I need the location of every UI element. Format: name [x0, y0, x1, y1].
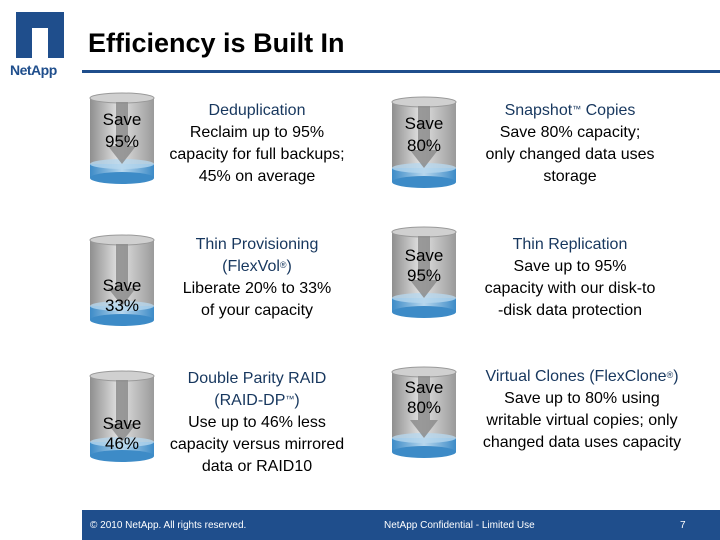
save-percent: 80%: [406, 398, 442, 417]
storage-cylinder-flexclone: Save 80%: [390, 366, 458, 462]
title-rule: [82, 70, 720, 73]
confidential-text: NetApp Confidential - Limited Use: [384, 520, 535, 531]
feature-heading-sub: (RAID-DP™): [150, 390, 364, 412]
feature-line: writable virtual copies; only: [486, 412, 678, 429]
trademark-mark: ™: [285, 394, 295, 404]
save-label: Save: [102, 110, 142, 129]
feature-line: Save up to 95%: [513, 258, 627, 275]
feature-line: capacity versus mirrored: [169, 436, 345, 453]
storage-cylinder-icon: [391, 96, 457, 188]
save-percent: 95%: [104, 132, 140, 151]
storage-cylinder-thin-provisioning: Save 33%: [88, 234, 156, 330]
copyright-text: © 2010 NetApp. All rights reserved.: [90, 520, 247, 531]
save-percent: 95%: [406, 266, 442, 285]
feature-raid-dp: Double Parity RAID (RAID-DP™) Use up to …: [150, 368, 364, 478]
netapp-n-logo-icon: [16, 12, 64, 58]
feature-line: only changed data uses: [485, 146, 655, 163]
feature-line: capacity with our disk-to: [484, 280, 656, 297]
save-label: Save: [404, 114, 444, 133]
footer-band: [82, 510, 720, 540]
save-label: Save: [102, 276, 142, 295]
feature-line: Reclaim up to 95%: [189, 124, 325, 141]
heading-text: Snapshot: [504, 102, 573, 119]
save-percent: 33%: [104, 296, 140, 315]
feature-line: 45% on average: [198, 168, 316, 185]
heading-text: Virtual Clones (FlexClone: [485, 368, 667, 385]
storage-cylinder-icon: [89, 370, 155, 462]
page-title: Efficiency is Built In: [88, 28, 345, 58]
heading-text: (RAID-DP: [214, 392, 286, 409]
feature-heading-sub: (FlexVol®): [150, 256, 364, 278]
feature-snapshot: Snapshot™ Copies Save 80% capacity; only…: [462, 100, 678, 188]
feature-thin-provisioning: Thin Provisioning (FlexVol®) Liberate 20…: [150, 234, 364, 322]
heading-text: ): [673, 368, 679, 385]
feature-heading: Double Parity RAID: [187, 370, 327, 387]
heading-text: ): [294, 392, 300, 409]
feature-thin-replication: Thin Replication Save up to 95% capacity…: [462, 234, 678, 322]
storage-cylinder-icon: [391, 226, 457, 318]
heading-text: (FlexVol: [222, 258, 280, 275]
feature-line: Save up to 80% using: [504, 390, 660, 407]
feature-dedup: Deduplication Reclaim up to 95% capacity…: [150, 100, 364, 188]
save-percent: 46%: [104, 434, 140, 453]
feature-heading: Thin Replication: [512, 236, 628, 253]
save-label: Save: [102, 414, 142, 433]
storage-cylinder-thin-replication: Save 95%: [390, 226, 458, 322]
feature-line: changed data uses capacity: [482, 434, 682, 451]
trademark-mark: ™: [572, 104, 582, 114]
storage-cylinder-icon: [89, 234, 155, 326]
registered-mark: ®: [666, 370, 674, 380]
feature-line: capacity for full backups;: [169, 146, 345, 163]
feature-heading: Thin Provisioning: [195, 236, 319, 253]
feature-heading: Virtual Clones (FlexClone®): [462, 366, 702, 388]
feature-heading: Snapshot™ Copies: [462, 100, 678, 122]
feature-line: data or RAID10: [201, 458, 313, 475]
save-label: Save: [404, 246, 444, 265]
feature-heading: Deduplication: [208, 102, 306, 119]
storage-cylinder-icon: [89, 92, 155, 184]
feature-line: Liberate 20% to 33%: [182, 280, 332, 297]
save-label: Save: [404, 378, 444, 397]
heading-text: Copies: [581, 102, 636, 119]
feature-line: Use up to 46% less: [188, 414, 326, 431]
footer: © 2010 NetApp. All rights reserved. NetA…: [0, 496, 720, 540]
feature-line: -disk data protection: [497, 302, 643, 319]
storage-cylinder-dedup: Save 95%: [88, 92, 156, 188]
heading-text: ): [286, 258, 292, 275]
page-number: 7: [680, 520, 686, 531]
feature-flexclone: Virtual Clones (FlexClone®) Save up to 8…: [462, 366, 702, 454]
logo-text: NetApp: [10, 62, 57, 78]
storage-cylinder-raid-dp: Save 46%: [88, 370, 156, 466]
storage-cylinder-snapshot: Save 80%: [390, 96, 458, 192]
storage-cylinder-icon: [391, 366, 457, 458]
feature-line: of your capacity: [200, 302, 314, 319]
feature-line: Save 80% capacity;: [499, 124, 641, 141]
registered-mark: ®: [279, 260, 287, 270]
feature-line: storage: [543, 168, 597, 185]
netapp-logo: NetApp: [10, 10, 72, 80]
save-percent: 80%: [406, 136, 442, 155]
